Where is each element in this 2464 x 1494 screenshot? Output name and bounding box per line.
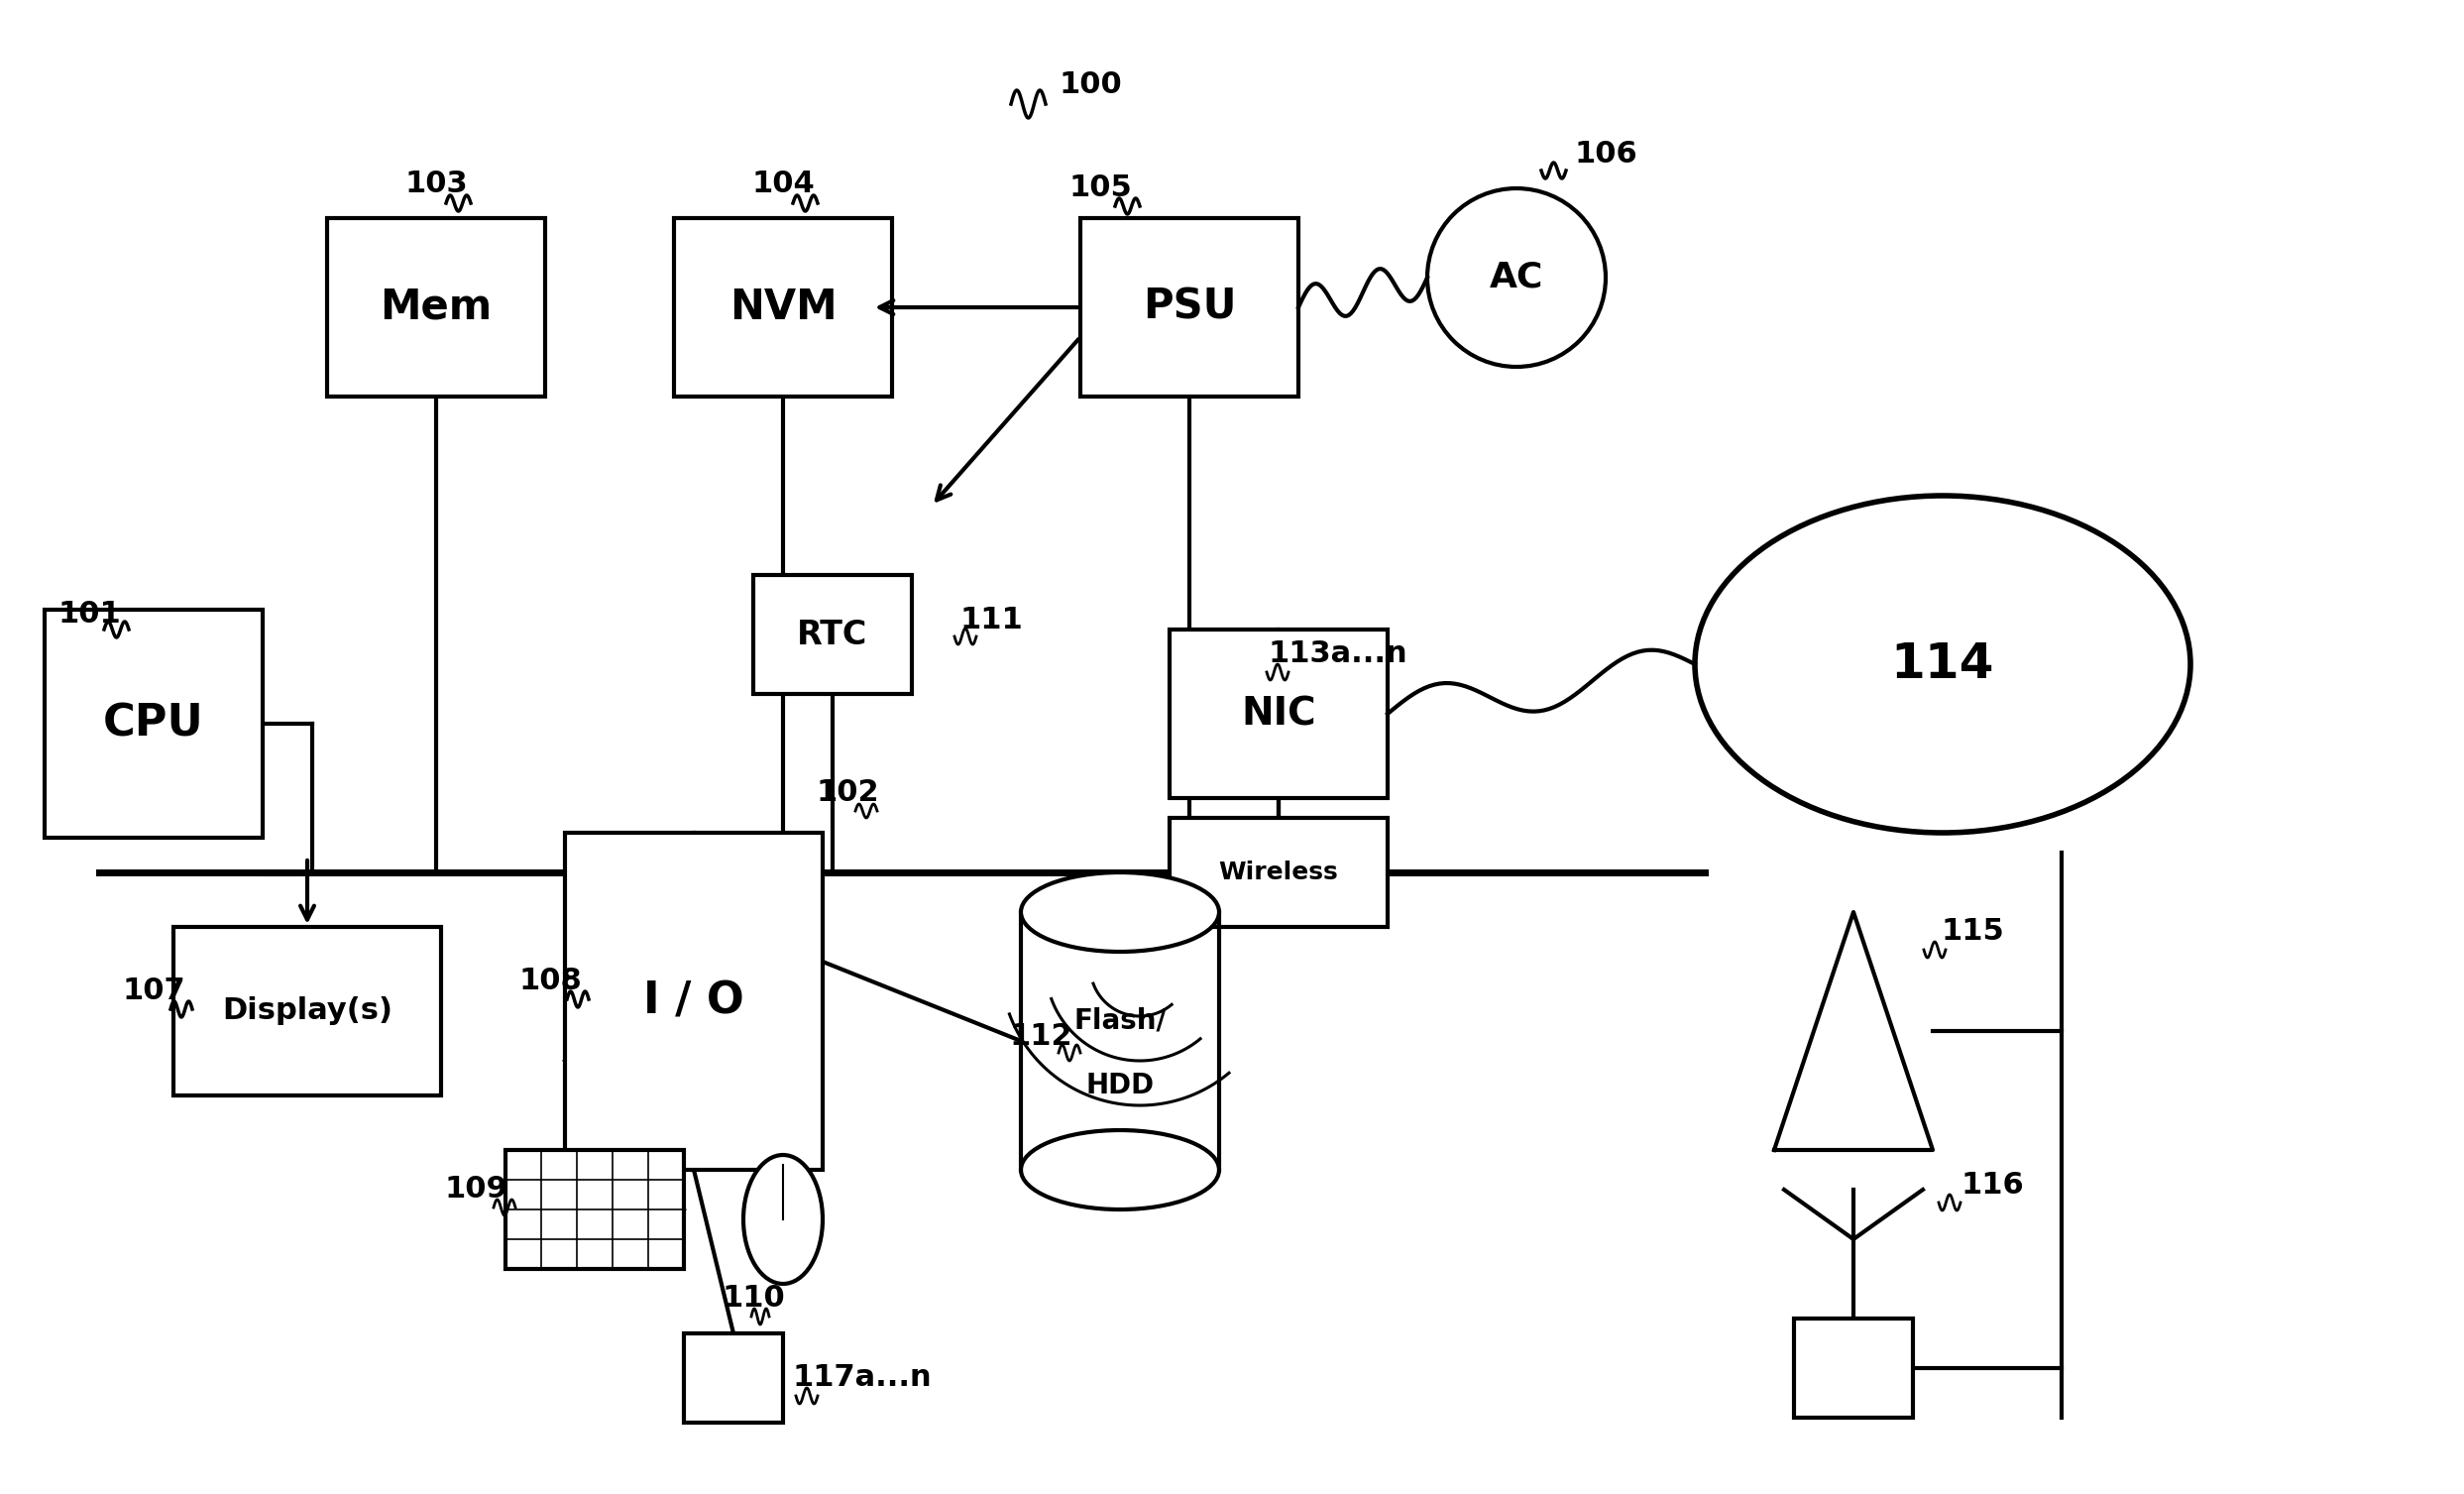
Text: RTC: RTC bbox=[798, 619, 867, 651]
Text: 117a...n: 117a...n bbox=[793, 1364, 931, 1392]
Text: 112: 112 bbox=[1010, 1022, 1072, 1050]
FancyBboxPatch shape bbox=[685, 1334, 784, 1422]
Text: 100: 100 bbox=[1060, 70, 1121, 99]
Text: 101: 101 bbox=[57, 601, 121, 629]
Text: I / O: I / O bbox=[643, 980, 744, 1022]
Polygon shape bbox=[1774, 911, 1932, 1150]
Ellipse shape bbox=[1020, 872, 1220, 952]
Text: CPU: CPU bbox=[103, 702, 205, 746]
FancyBboxPatch shape bbox=[1794, 1319, 1912, 1418]
Text: NVM: NVM bbox=[729, 287, 838, 329]
Text: NIC: NIC bbox=[1242, 695, 1316, 732]
FancyBboxPatch shape bbox=[564, 832, 823, 1170]
Text: 109: 109 bbox=[444, 1176, 508, 1204]
Text: 104: 104 bbox=[752, 169, 816, 197]
FancyBboxPatch shape bbox=[44, 610, 264, 838]
Text: HDD: HDD bbox=[1087, 1071, 1153, 1100]
Ellipse shape bbox=[1020, 1129, 1220, 1210]
FancyBboxPatch shape bbox=[1170, 629, 1387, 798]
FancyBboxPatch shape bbox=[675, 218, 892, 396]
Text: Wireless: Wireless bbox=[1220, 861, 1338, 884]
FancyBboxPatch shape bbox=[172, 926, 441, 1095]
Text: 103: 103 bbox=[404, 169, 468, 197]
Text: 115: 115 bbox=[1942, 917, 2003, 946]
Text: 110: 110 bbox=[722, 1285, 786, 1313]
Text: 105: 105 bbox=[1069, 173, 1131, 203]
Circle shape bbox=[1427, 188, 1607, 368]
Text: 108: 108 bbox=[517, 967, 582, 996]
Text: 116: 116 bbox=[1961, 1170, 2023, 1200]
Ellipse shape bbox=[1695, 496, 2190, 832]
Bar bbox=[1020, 911, 1220, 1170]
FancyBboxPatch shape bbox=[754, 575, 912, 693]
Text: PSU: PSU bbox=[1143, 287, 1237, 329]
Text: 107: 107 bbox=[123, 977, 185, 1005]
Text: AC: AC bbox=[1491, 261, 1542, 294]
Text: 114: 114 bbox=[1890, 641, 1993, 689]
Text: Mem: Mem bbox=[379, 287, 493, 329]
Text: 102: 102 bbox=[816, 778, 880, 807]
FancyBboxPatch shape bbox=[328, 218, 545, 396]
FancyBboxPatch shape bbox=[505, 1150, 685, 1268]
FancyBboxPatch shape bbox=[1170, 817, 1387, 926]
Text: 113a...n: 113a...n bbox=[1269, 639, 1407, 669]
Text: 111: 111 bbox=[958, 605, 1023, 633]
Text: 106: 106 bbox=[1574, 139, 1636, 167]
Text: Flash/: Flash/ bbox=[1074, 1007, 1165, 1035]
FancyBboxPatch shape bbox=[1079, 218, 1299, 396]
Ellipse shape bbox=[744, 1155, 823, 1283]
Text: Display(s): Display(s) bbox=[222, 996, 392, 1025]
